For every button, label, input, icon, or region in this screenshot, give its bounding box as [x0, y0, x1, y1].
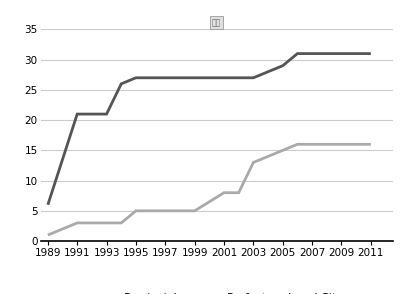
Legend: Provincial, Prefecture Level City: Provincial, Prefecture Level City: [90, 293, 343, 294]
Provincial: [295, 52, 300, 55]
Provincial: [45, 203, 50, 207]
Prefecture Level City: [192, 209, 197, 213]
Prefecture Level City: [134, 209, 139, 213]
Prefecture Level City: [75, 221, 80, 225]
Prefecture Level City: [251, 161, 256, 164]
Provincial: [119, 82, 124, 86]
Prefecture Level City: [295, 143, 300, 146]
Prefecture Level City: [104, 221, 109, 225]
Provincial: [104, 112, 109, 116]
Provincial: [222, 76, 226, 80]
Provincial: [280, 64, 285, 67]
Prefecture Level City: [222, 191, 226, 194]
Prefecture Level City: [163, 209, 168, 213]
Line: Provincial: Provincial: [48, 54, 371, 205]
Prefecture Level City: [310, 143, 315, 146]
Provincial: [339, 52, 344, 55]
Line: Prefecture Level City: Prefecture Level City: [48, 144, 371, 235]
Provincial: [134, 76, 139, 80]
Prefecture Level City: [45, 233, 50, 237]
Prefecture Level City: [280, 148, 285, 152]
Prefecture Level City: [339, 143, 344, 146]
Prefecture Level City: [369, 143, 373, 146]
Prefecture Level City: [236, 191, 241, 194]
Provincial: [163, 76, 168, 80]
Provincial: [192, 76, 197, 80]
Provincial: [369, 52, 373, 55]
Provincial: [75, 112, 80, 116]
Provincial: [251, 76, 256, 80]
Provincial: [310, 52, 315, 55]
Text: 图表: 图表: [212, 18, 221, 27]
Provincial: [236, 76, 241, 80]
Prefecture Level City: [119, 221, 124, 225]
